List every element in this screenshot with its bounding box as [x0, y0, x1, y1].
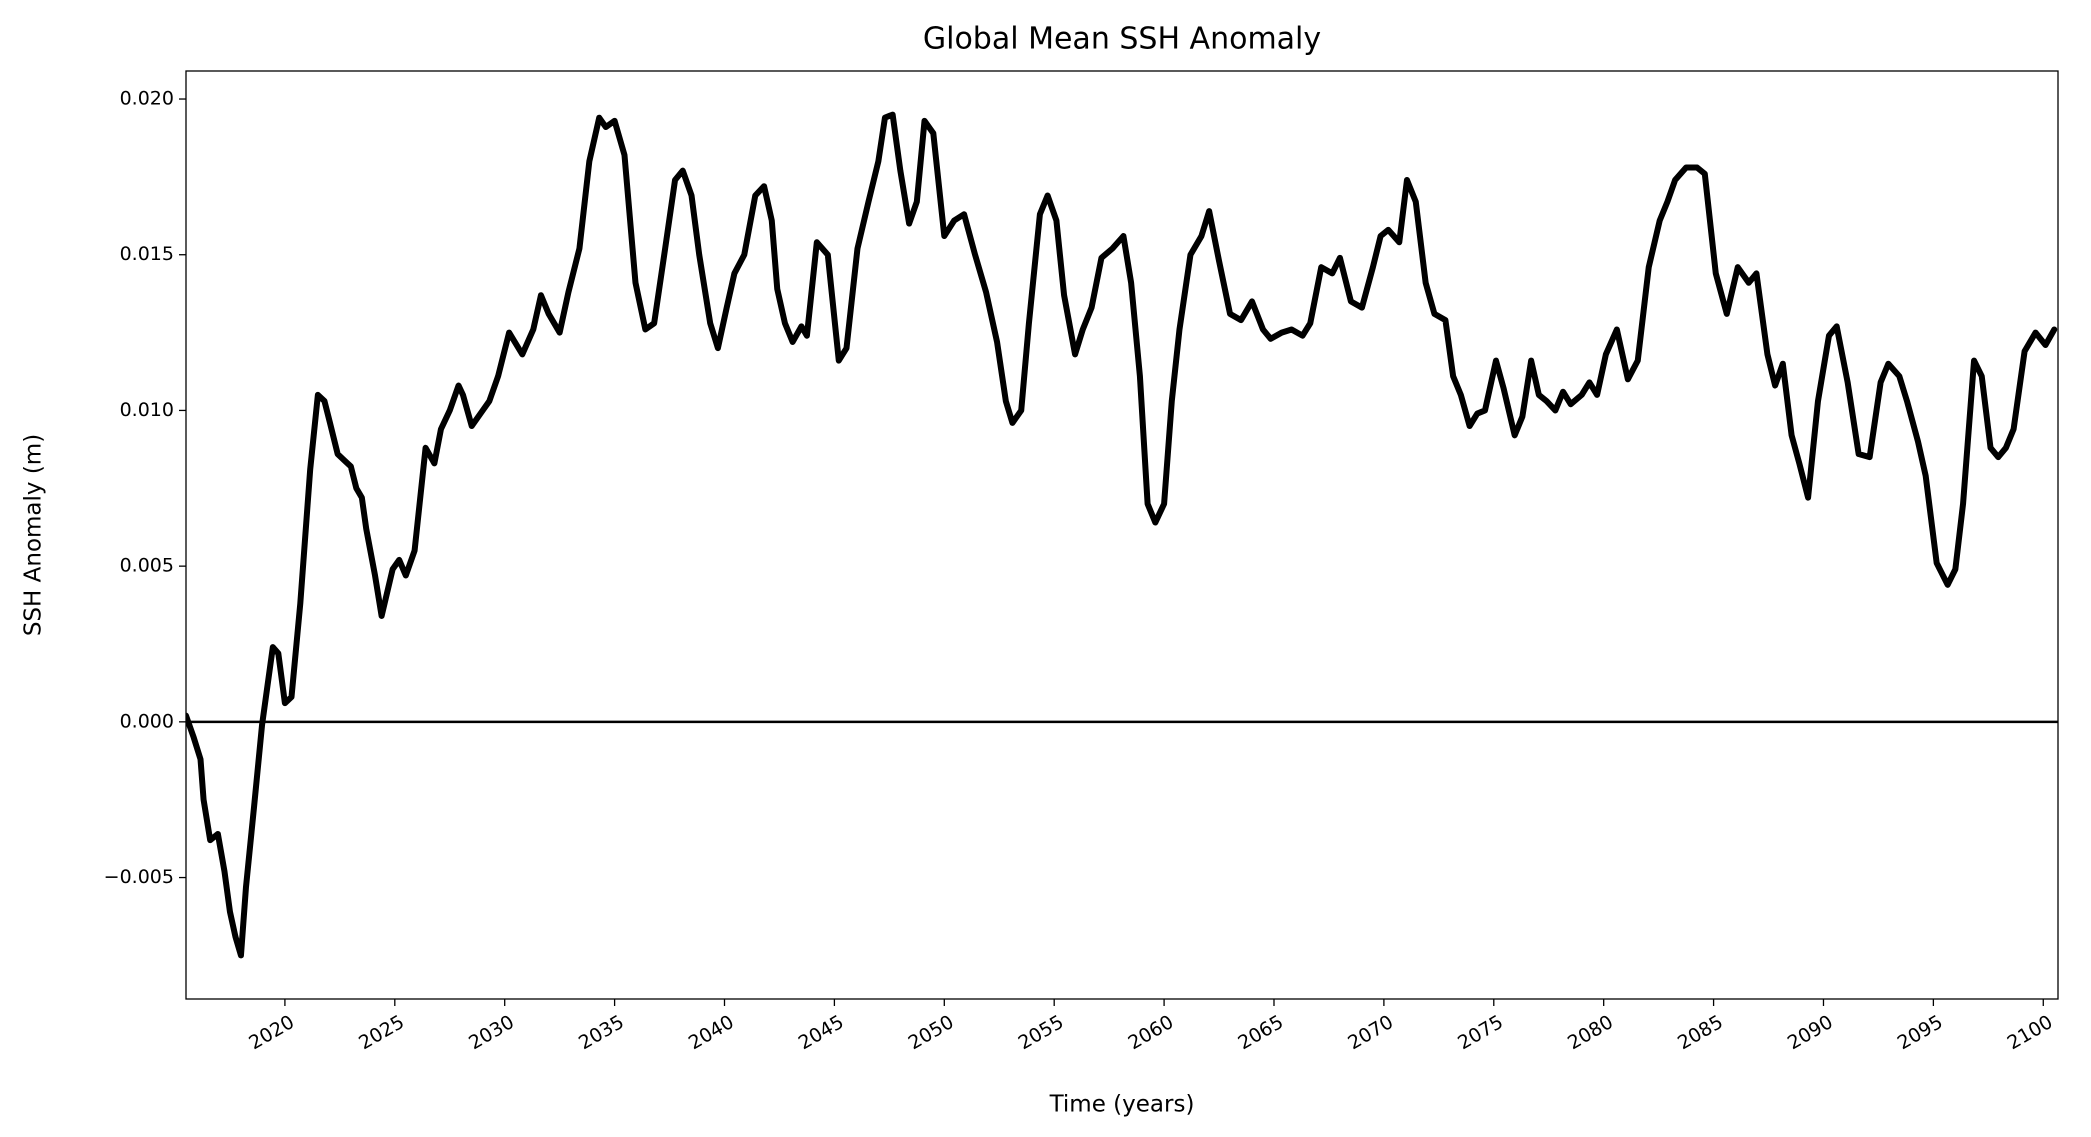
x-axis-label: Time (years) [1049, 1092, 1195, 1118]
y-tick-label: 0.020 [120, 88, 174, 110]
data-line [186, 111, 2058, 959]
y-axis-label: SSH Anomaly (m) [21, 434, 47, 636]
y-tick-label: −0.005 [104, 866, 174, 888]
y-tick-label: 0.000 [120, 710, 174, 732]
y-tick-label: 0.015 [120, 243, 174, 265]
chart-title: Global Mean SSH Anomaly [923, 22, 1321, 57]
y-tick-label: 0.005 [120, 555, 174, 577]
plot-frame [185, 70, 2059, 1000]
y-tick-label: 0.010 [120, 399, 174, 421]
